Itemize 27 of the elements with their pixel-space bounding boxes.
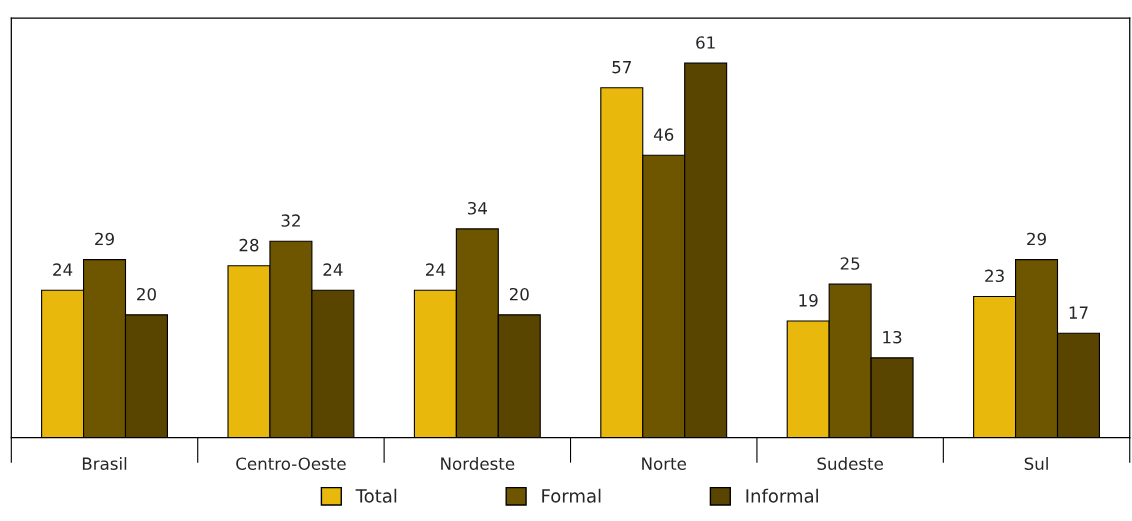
x-tick-label: Sul [1024,457,1048,470]
data-label: 24 [426,263,446,276]
x-tick-label: Brasil [82,457,127,470]
x-tick-label: Centro-Oeste [236,457,346,470]
data-label: 17 [1069,306,1088,319]
data-label: 25 [840,257,860,270]
data-label: 23 [985,269,1004,283]
data-label: 29 [95,232,114,246]
data-label: 24 [53,263,73,276]
data-label: 13 [883,330,902,344]
legend-label: Total [355,488,397,503]
data-label: 20 [137,287,156,301]
data-label: 32 [281,214,300,227]
x-tick-label: Sudeste [817,457,883,470]
data-label: 24 [323,263,343,276]
data-label: 57 [612,61,631,74]
data-label: 34 [467,201,487,215]
data-label: 46 [653,128,674,141]
data-label: 19 [799,294,818,307]
x-tick-label: Nordeste [441,457,515,470]
x-tick-label: Norte [642,457,686,470]
data-label: 28 [239,238,259,252]
data-label: 61 [696,36,715,49]
data-label: 29 [1027,232,1046,246]
data-label: 20 [509,287,529,301]
legend-label: Formal [542,488,601,503]
legend-label: Informal [746,488,818,503]
